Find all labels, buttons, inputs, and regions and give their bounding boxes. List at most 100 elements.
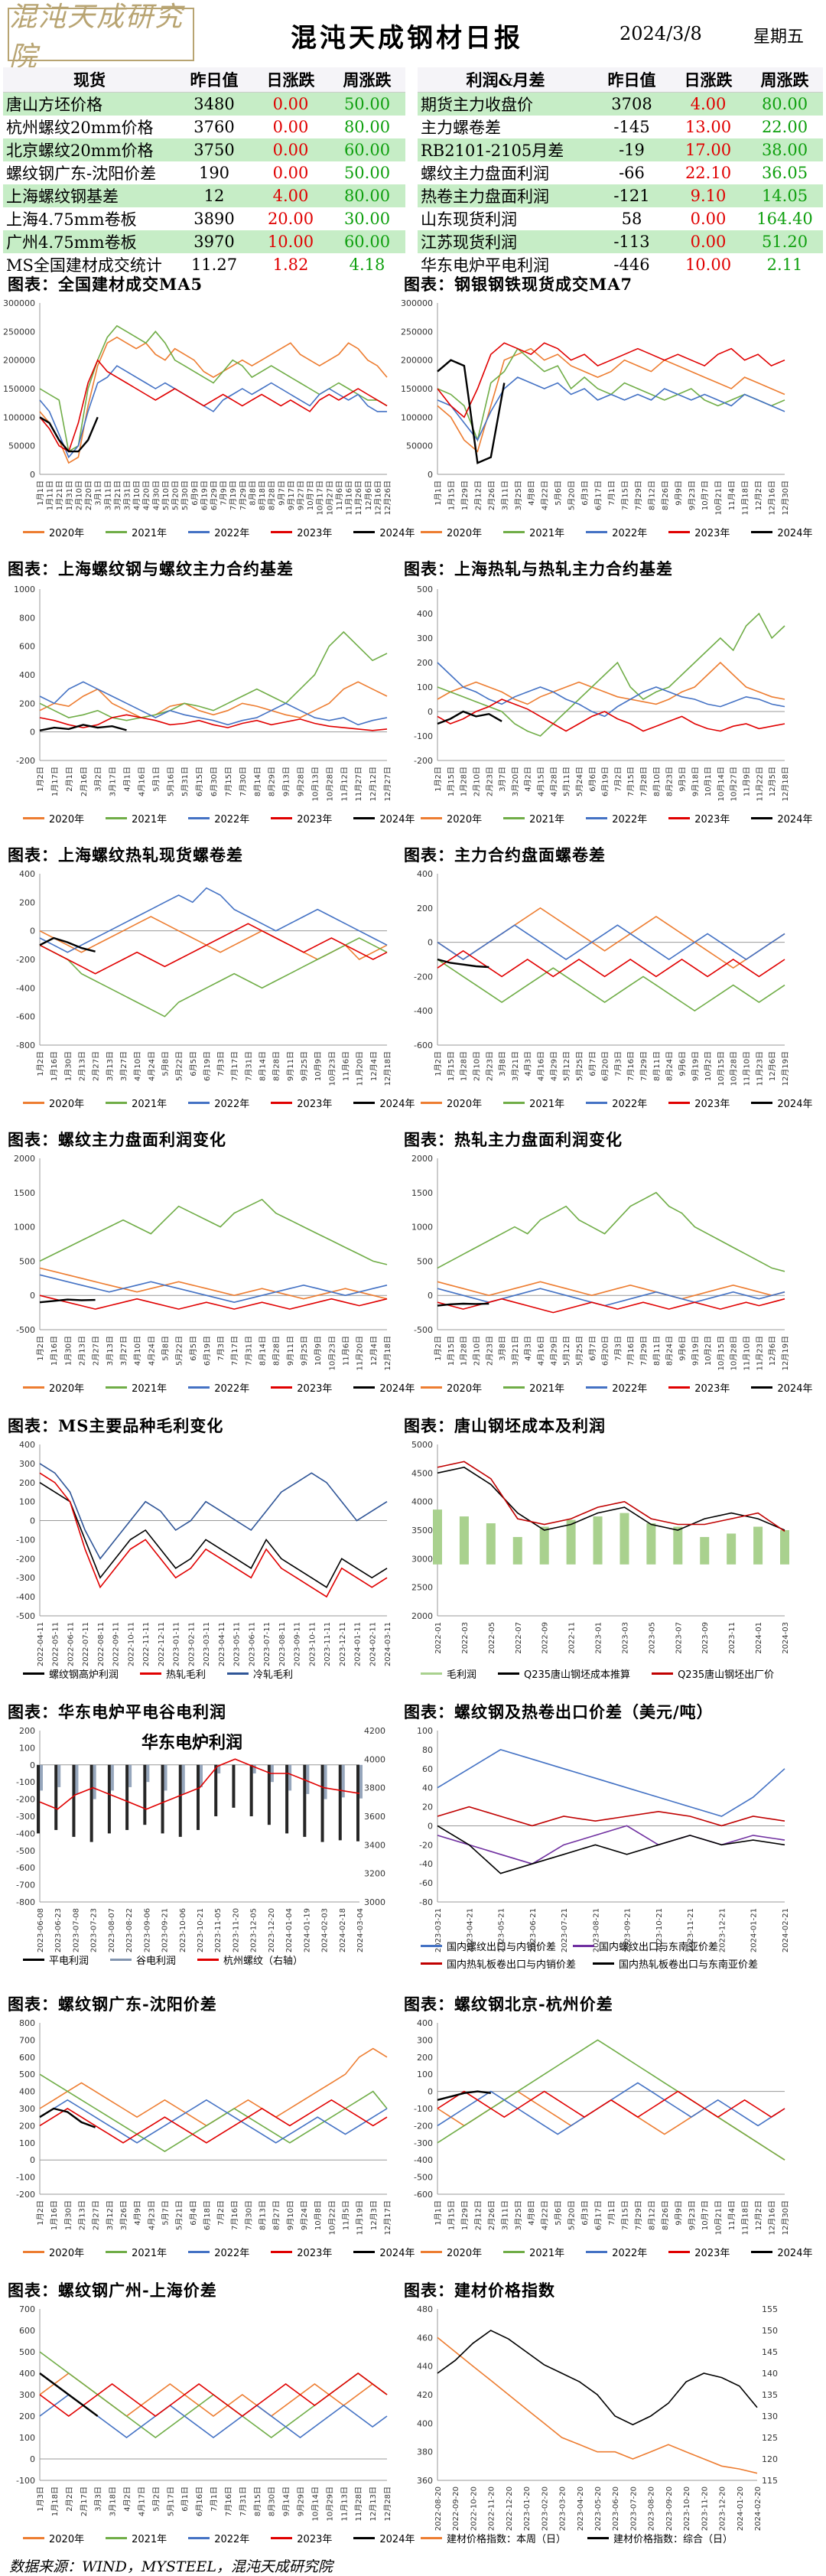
section-title-7: 图表：螺纹主力盘面利润变化: [8, 1130, 226, 1149]
x-tick-label: 6月17日: [594, 2200, 603, 2230]
chart-legend: 2020年 2021年 2022年 2023年 2024年: [23, 811, 415, 826]
flat-power-bar: [178, 1764, 182, 1837]
y2-tick-label: 4200: [364, 1726, 385, 1736]
x-tick-label: 4月15日: [537, 767, 546, 796]
legend-swatch: [106, 2537, 128, 2539]
valley-power-bar: [57, 1764, 61, 1787]
y-tick-label: 400: [19, 869, 35, 879]
legend-swatch: [353, 2537, 376, 2539]
series-line: [39, 2372, 388, 2417]
spot-header-3: 周涨跌: [329, 67, 405, 93]
legend-swatch: [503, 531, 525, 533]
x-tick-label: 2月26日: [487, 480, 496, 510]
legend-label: 2024年: [777, 1099, 813, 1110]
valley-power-bar: [341, 1764, 345, 1798]
y-tick-label: 2000: [14, 1154, 35, 1164]
x-tick-label: 4月23日: [147, 2200, 156, 2230]
x-tick-label: 2023-10-11: [308, 1622, 317, 1666]
chart-svg: -500 0 500 1000 1500 2000 1月2日 1月16日 1月30日 2月13日 2…: [14, 1154, 392, 1370]
flat-power-bar: [303, 1764, 307, 1837]
y-tick-label: -200: [16, 2190, 35, 2200]
x-tick-label: 5月25日: [575, 1051, 584, 1081]
legend-label: 2021年: [132, 528, 167, 539]
series-line: [39, 724, 127, 731]
x-tick-label: 2023-07-08: [72, 1908, 80, 1952]
legend-swatch: [271, 2537, 293, 2539]
y-tick-label: 300: [417, 633, 433, 643]
series-line: [39, 336, 388, 464]
legend-item: 2020年: [23, 525, 84, 539]
legend-item: 2021年: [106, 2531, 167, 2545]
series-line: [39, 1298, 96, 1304]
legend-label: 2022年: [214, 1099, 250, 1110]
x-tick-label: 10月22日: [327, 2200, 337, 2235]
legend-swatch: [503, 1386, 525, 1389]
x-tick-label: 2023-11-20: [232, 1908, 240, 1952]
x-tick-label: 4月9日: [133, 2200, 142, 2226]
x-tick-label: 7月15日: [620, 2200, 629, 2230]
x-tick-label: 1月2日: [434, 1336, 443, 1361]
x-tick-label: 8月28日: [268, 480, 277, 510]
x-tick-label: 12月17日: [383, 2200, 392, 2235]
legend-item: 2023年: [271, 1096, 332, 1110]
chart-svg: -500 -400 -300 -200 -100 0 100 200 300 400 2022-04…: [16, 1440, 392, 1666]
legend-item: 2023年: [668, 811, 730, 826]
chart-c16: 360 380 400 420 440 460 480 115 120 125 130 135 140 1…: [398, 2298, 795, 2551]
legend-label: 2024年: [379, 1099, 415, 1110]
legend-item: 2023年: [271, 2531, 332, 2545]
x-tick-label: 2023-08-21: [592, 1908, 600, 1952]
x-tick-label: 7月3日: [613, 1336, 623, 1361]
x-tick-label: 2022-11: [568, 1622, 577, 1654]
x-tick-label: 10月23日: [327, 1051, 337, 1086]
legend-swatch: [197, 1959, 220, 1961]
legend-item: 2021年: [106, 525, 167, 539]
x-tick-label: 4月16日: [137, 767, 146, 796]
x-tick-label: 2023-08-22: [125, 1908, 134, 1952]
legend-swatch: [668, 531, 691, 533]
x-tick-label: 4月3日: [524, 1336, 533, 1361]
section-title-3: 图表：上海螺纹钢与螺纹主力合约基差: [8, 559, 294, 578]
y-tick-label: 1000: [411, 1223, 433, 1233]
flat-power-bar: [338, 1764, 342, 1841]
spot-header-2: 日涨跌: [252, 67, 329, 93]
x-tick-label: 6月6日: [588, 767, 597, 792]
legend-item: 2023年: [271, 811, 332, 826]
x-tick-label: 9月27日: [297, 480, 306, 510]
x-tick-label: 7月1日: [607, 2200, 616, 2226]
x-tick-label: 12月4日: [369, 1051, 379, 1081]
x-tick-label: 3月27日: [119, 1336, 128, 1366]
series-line: [39, 714, 388, 731]
legend-item: 2023年: [668, 2245, 730, 2259]
legend-item: 2021年: [503, 811, 564, 826]
flat-power-bar: [285, 1764, 289, 1834]
chart-legend: 2020年 2021年 2022年 2023年 2024年: [23, 1380, 415, 1395]
y-tick-label: 100: [19, 2138, 35, 2148]
x-tick-label: 7月2日: [216, 2200, 226, 2226]
flat-power-bar: [161, 1764, 164, 1834]
y-tick-label: 0: [30, 2155, 35, 2165]
spot-cell: 0.00: [252, 138, 329, 161]
chart-c3: -200 0 200 400 600 800 1000 1月2日 1月17日 2月1日 2月16日 3…: [0, 578, 398, 831]
legend-swatch: [23, 1959, 44, 1961]
legend-item: 建材价格指数：本周（日）: [421, 2531, 566, 2545]
chart-c7: -500 0 500 1000 1500 2000 1月2日 1月16日 1月30日 2月13日 2…: [0, 1148, 398, 1400]
legend-swatch: [188, 817, 210, 819]
x-tick-label: 2023-03-11: [203, 1622, 211, 1666]
y-tick-label: -300: [16, 1812, 35, 1822]
x-tick-label: 8月12日: [647, 480, 656, 510]
y-tick-label: 60: [422, 1764, 433, 1774]
spot-cell: 12: [176, 184, 252, 207]
x-tick-label: 6月17日: [594, 480, 603, 510]
y-tick-label: -100: [16, 1777, 35, 1787]
chart-legend: 2020年 2021年 2022年 2023年 2024年: [421, 525, 812, 539]
profit-cell: 9.10: [670, 184, 746, 207]
legend-label: Q235唐山钢坯出厂价: [678, 1669, 775, 1681]
company-logo: 混沌天成研究院: [8, 2, 194, 73]
legend-label: 国内螺纹出口与东南亚价差: [599, 1942, 719, 1953]
section-title-9: 图表：MS主要品种毛利变化: [8, 1416, 224, 1435]
x-tick-label: 6月5日: [189, 1051, 198, 1076]
x-tick-label: 10月28日: [325, 767, 334, 801]
x-tick-label: 12月18日: [781, 767, 790, 801]
spot-row: 北京螺纹20mm价格 3750 0.00 60.00: [3, 138, 405, 161]
series-line: [39, 416, 99, 453]
